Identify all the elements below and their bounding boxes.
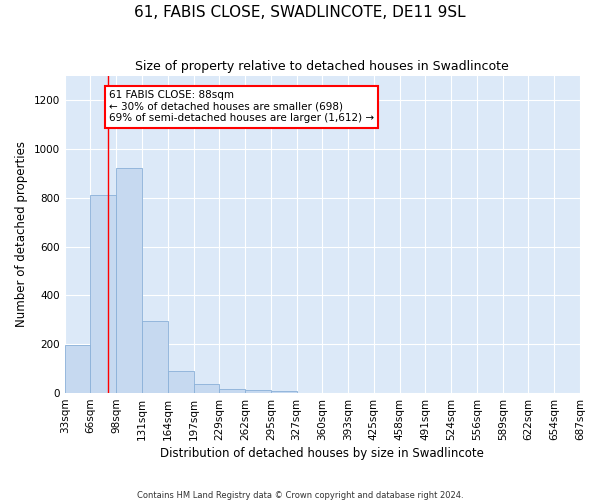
Bar <box>116 168 142 393</box>
Bar <box>219 390 245 393</box>
Title: Size of property relative to detached houses in Swadlincote: Size of property relative to detached ho… <box>136 60 509 73</box>
Y-axis label: Number of detached properties: Number of detached properties <box>15 142 28 328</box>
Text: Contains HM Land Registry data © Crown copyright and database right 2024.: Contains HM Land Registry data © Crown c… <box>137 490 463 500</box>
X-axis label: Distribution of detached houses by size in Swadlincote: Distribution of detached houses by size … <box>160 447 484 460</box>
Text: 61 FABIS CLOSE: 88sqm
← 30% of detached houses are smaller (698)
69% of semi-det: 61 FABIS CLOSE: 88sqm ← 30% of detached … <box>109 90 374 124</box>
Bar <box>245 390 271 393</box>
Bar <box>142 321 168 393</box>
Text: 61, FABIS CLOSE, SWADLINCOTE, DE11 9SL: 61, FABIS CLOSE, SWADLINCOTE, DE11 9SL <box>134 5 466 20</box>
Bar <box>271 390 296 393</box>
Bar <box>193 384 219 393</box>
Bar <box>91 195 116 393</box>
Bar <box>168 371 193 393</box>
Bar <box>65 346 91 393</box>
